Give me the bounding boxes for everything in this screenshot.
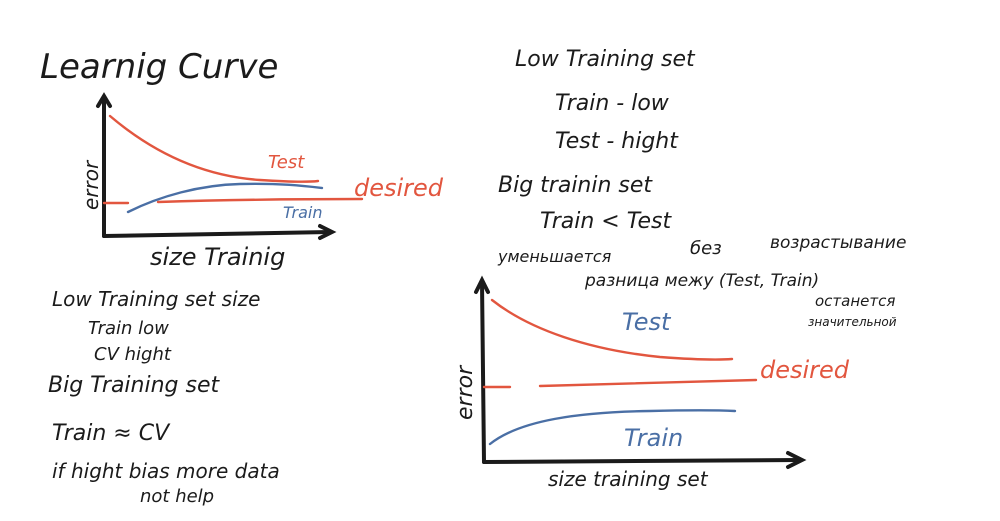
right-test-curve — [490, 298, 734, 361]
annotation-text: уменьшается — [497, 247, 612, 266]
annotation-text: разница межу (Test, Train) — [584, 271, 819, 291]
left-train-curve — [126, 182, 324, 214]
left-notes-text: Low Training set size Train low CV hight… — [48, 287, 280, 507]
left-chart-test-label: Test — [268, 152, 305, 173]
right-annotations: уменьшается без возрастывание разница ме… — [497, 233, 906, 329]
right-notes-text: Low Training set Train - low Test - high… — [498, 47, 696, 234]
right-chart-x-axis — [482, 458, 802, 464]
left-chart-x-label: size Trainig — [150, 243, 285, 271]
left-note-line: Train low — [88, 318, 169, 339]
left-chart-train-label: Train — [283, 203, 323, 222]
annotation-text: возрастывание — [770, 233, 906, 253]
left-note-line: Train ≈ CV — [52, 421, 171, 446]
right-chart-y-arrow — [474, 275, 490, 294]
left-learning-curve-chart: error size Trainig Test desired Train — [79, 92, 444, 271]
left-note-line: if hight bias more data — [52, 459, 280, 483]
left-note-line: Low Training set size — [52, 287, 260, 311]
left-chart-desired-label: desired — [354, 174, 444, 202]
right-train-curve — [488, 409, 737, 446]
right-chart-desired-label: desired — [760, 356, 850, 384]
left-chart-y-arrow — [96, 92, 112, 108]
left-note-line: CV hight — [94, 344, 172, 365]
annotation-text: останется — [815, 292, 895, 310]
annotation-text: без — [690, 238, 722, 259]
right-note-line: Big trainin set — [498, 173, 653, 198]
left-test-curve — [108, 114, 320, 183]
right-learning-curve-chart: error size training set Test desired Tra… — [453, 275, 850, 491]
right-chart-train-label: Train — [624, 424, 683, 452]
right-chart-y-axis — [480, 280, 486, 464]
left-note-line: Big Training set — [48, 373, 220, 398]
right-note-line: Train - low — [555, 91, 670, 116]
annotation-text: значительной — [808, 315, 897, 329]
right-chart-y-label: error — [453, 364, 478, 420]
left-chart-x-axis — [102, 230, 332, 238]
left-note-line: not help — [140, 486, 214, 507]
left-chart-y-label: error — [79, 159, 103, 210]
left-desired-line — [156, 197, 364, 204]
left-chart-x-arrow — [318, 224, 337, 240]
right-note-line: Low Training set — [515, 47, 696, 72]
right-note-line: Test - hight — [555, 129, 679, 154]
right-chart-test-label: Test — [622, 308, 672, 336]
right-chart-x-label: size training set — [548, 467, 709, 491]
right-chart-x-arrow — [786, 451, 807, 469]
learning-curve-title: Learnig Curve — [40, 47, 278, 87]
right-desired-line — [538, 378, 758, 388]
right-note-line: Train < Test — [540, 209, 672, 234]
